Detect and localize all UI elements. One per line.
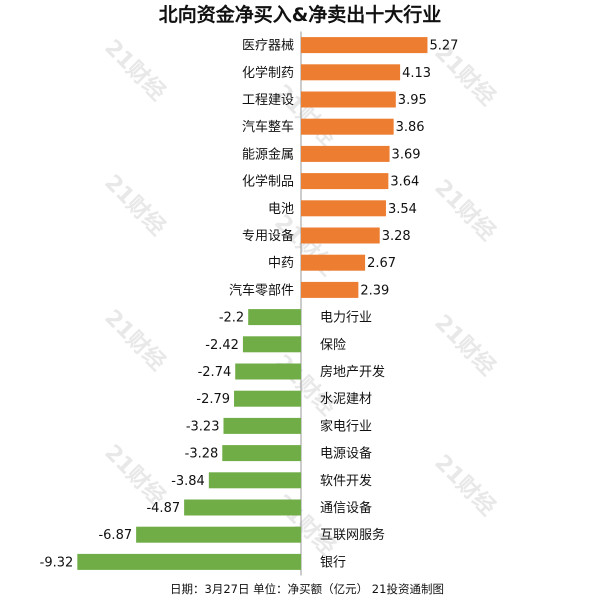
bar-10	[301, 281, 359, 298]
value-label: 3.28	[382, 229, 411, 244]
watermark-text: 21财经	[99, 169, 170, 240]
value-label: -2.42	[205, 338, 239, 353]
bar-20	[77, 553, 301, 570]
category-label: 电池	[268, 202, 294, 217]
bar-2	[301, 64, 401, 81]
value-label: 2.67	[367, 256, 396, 271]
bar-4	[301, 118, 394, 135]
watermark-text: 21财经	[99, 439, 170, 510]
value-label: -2.74	[198, 365, 232, 380]
watermark-text: 21财经	[429, 449, 500, 520]
bar-3	[301, 91, 396, 108]
value-label: -2.79	[196, 392, 230, 407]
category-label: 中药	[268, 256, 294, 271]
category-label: 房地产开发	[320, 364, 385, 380]
bar-1	[301, 37, 428, 54]
bars	[77, 37, 428, 570]
bar-16	[222, 445, 301, 462]
watermark-text: 21财经	[269, 349, 340, 420]
bar-12	[242, 336, 301, 353]
category-label: 汽车零部件	[229, 282, 294, 298]
bar-19	[136, 526, 301, 543]
category-label: 工程建设	[242, 93, 294, 108]
bar-5	[301, 145, 390, 162]
category-label: 化学制药	[242, 65, 294, 81]
value-label: 3.64	[390, 175, 419, 190]
watermark-text: 21财经	[429, 309, 500, 380]
value-label: -9.32	[40, 555, 74, 570]
value-label: 3.95	[398, 93, 427, 108]
value-label: 5.27	[429, 39, 458, 54]
bar-17	[208, 472, 301, 489]
bar-13	[235, 363, 301, 380]
category-label: 电力行业	[320, 311, 372, 326]
value-label: 3.86	[396, 120, 425, 135]
watermark-text: 21财经	[99, 304, 170, 375]
value-label: 3.54	[388, 202, 417, 217]
bar-8	[301, 227, 380, 244]
category-label: 通信设备	[320, 500, 372, 516]
bar-15	[223, 417, 301, 434]
value-label: -2.2	[219, 311, 244, 326]
value-label: -3.84	[171, 474, 205, 489]
watermark-text: 21财经	[99, 34, 170, 105]
category-label: 软件开发	[320, 473, 372, 489]
bar-9	[301, 254, 366, 271]
watermark-text: 21财经	[269, 79, 340, 150]
value-label: -3.23	[186, 419, 220, 434]
bar-6	[301, 173, 389, 190]
footnote: 日期：3月27日 单位：净买额（亿元） 21投资通制图	[170, 582, 444, 596]
value-label: -4.87	[146, 501, 180, 516]
category-label: 银行	[320, 555, 346, 570]
chart-title: 北向资金净买入&净卖出十大行业	[159, 3, 442, 26]
category-label: 医疗器械	[242, 39, 294, 54]
category-label: 保险	[320, 338, 346, 353]
value-label: -3.28	[185, 447, 219, 462]
value-label: 4.13	[402, 66, 431, 81]
bar-7	[301, 200, 386, 217]
category-label: 专用设备	[242, 228, 294, 244]
value-label: 2.39	[360, 283, 389, 298]
category-labels: 医疗器械化学制药工程建设汽车整车能源金属化学制品电池专用设备中药汽车零部件电力行…	[229, 39, 385, 571]
bar-18	[184, 499, 301, 516]
bar-14	[234, 390, 301, 407]
category-label: 互联网服务	[320, 527, 385, 543]
value-label: -6.87	[98, 528, 132, 543]
category-label: 化学制品	[242, 174, 294, 190]
category-label: 能源金属	[242, 146, 294, 162]
category-label: 水泥建材	[320, 392, 372, 407]
category-label: 家电行业	[320, 418, 372, 434]
category-label: 汽车整车	[242, 119, 294, 135]
category-label: 电源设备	[320, 446, 372, 462]
value-label: 3.69	[392, 147, 421, 162]
watermark-text: 21财经	[429, 174, 500, 245]
value-labels: 5.27 4.13 3.95 3.86 3.69 3.64 3.54 3.28 2.67 2.39…	[40, 39, 459, 571]
bar-11	[248, 309, 301, 326]
